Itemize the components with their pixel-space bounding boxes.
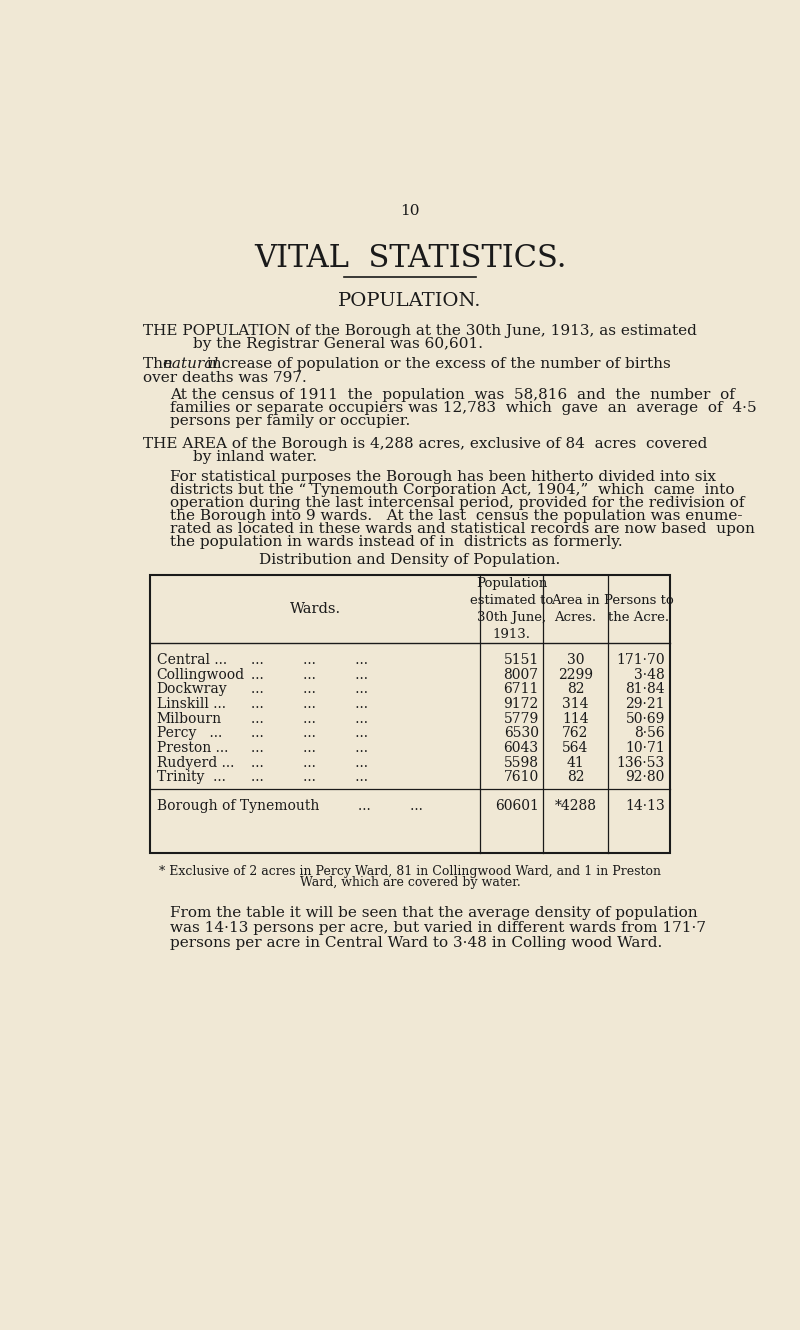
- Text: operation during the last intercensal period, provided for the redivision of: operation during the last intercensal pe…: [170, 496, 744, 511]
- Text: For statistical purposes the Borough has been hitherto divided into six: For statistical purposes the Borough has…: [170, 469, 716, 484]
- Text: 41: 41: [566, 755, 584, 770]
- Text: Dockwray: Dockwray: [157, 682, 227, 697]
- Text: 60601: 60601: [494, 799, 538, 813]
- Text: 10·71: 10·71: [626, 741, 665, 755]
- Text: From the table it will be seen that the average density of population: From the table it will be seen that the …: [170, 907, 698, 920]
- Text: Linskill ...: Linskill ...: [157, 697, 226, 712]
- Text: The: The: [142, 358, 177, 371]
- Text: At the census of 1911  the  population  was  58,816  and  the  number  of: At the census of 1911 the population was…: [170, 388, 734, 402]
- Text: 5779: 5779: [503, 712, 538, 726]
- Text: 6043: 6043: [503, 741, 538, 755]
- Text: ...         ...         ...: ... ... ...: [251, 682, 368, 697]
- Text: 30: 30: [566, 653, 584, 668]
- Text: persons per acre in Central Ward to 3·48 in Colling wood Ward.: persons per acre in Central Ward to 3·48…: [170, 936, 662, 950]
- Text: Ward, which are covered by water.: Ward, which are covered by water.: [300, 875, 520, 888]
- Text: 7610: 7610: [503, 770, 538, 785]
- Text: Area in
Acres.: Area in Acres.: [551, 595, 600, 624]
- Text: Central ...: Central ...: [157, 653, 226, 668]
- Text: 5598: 5598: [504, 755, 538, 770]
- Text: Borough of Tynemouth: Borough of Tynemouth: [157, 799, 319, 813]
- Text: Distribution and Density of Population.: Distribution and Density of Population.: [259, 553, 561, 567]
- Text: POPULATION.: POPULATION.: [338, 293, 482, 310]
- Text: 10: 10: [400, 205, 420, 218]
- Text: 3·48: 3·48: [634, 668, 665, 682]
- Text: 6711: 6711: [503, 682, 538, 697]
- Text: the Borough into 9 wards.   At the last  census the population was enume-: the Borough into 9 wards. At the last ce…: [170, 509, 742, 523]
- Text: Wards.: Wards.: [290, 602, 341, 616]
- Text: rated as located in these wards and statistical records are now based  upon: rated as located in these wards and stat…: [170, 523, 754, 536]
- Text: 29·21: 29·21: [626, 697, 665, 712]
- Text: Percy   ...: Percy ...: [157, 726, 222, 741]
- Text: families or separate occupiers was 12,783  which  gave  an  average  of  4·5: families or separate occupiers was 12,78…: [170, 402, 756, 415]
- Text: 2299: 2299: [558, 668, 593, 682]
- Text: 8007: 8007: [503, 668, 538, 682]
- Text: THE AREA of the Borough is 4,288 acres, exclusive of 84  acres  covered: THE AREA of the Borough is 4,288 acres, …: [142, 436, 707, 451]
- Text: 14·13: 14·13: [626, 799, 665, 813]
- Text: persons per family or occupier.: persons per family or occupier.: [170, 415, 410, 428]
- Text: 6530: 6530: [504, 726, 538, 741]
- Text: 82: 82: [566, 770, 584, 785]
- Text: Collingwood: Collingwood: [157, 668, 245, 682]
- Text: by the Registrar General was 60,601.: by the Registrar General was 60,601.: [193, 336, 483, 351]
- Text: *4288: *4288: [554, 799, 597, 813]
- Text: Population
estimated to
30th June,
1913.: Population estimated to 30th June, 1913.: [470, 577, 553, 641]
- Text: increase of population or the excess of the number of births: increase of population or the excess of …: [202, 358, 670, 371]
- Text: 92·80: 92·80: [626, 770, 665, 785]
- Text: ...         ...         ...: ... ... ...: [251, 712, 368, 726]
- Text: ...         ...         ...: ... ... ...: [251, 770, 368, 785]
- Text: ...         ...         ...: ... ... ...: [251, 726, 368, 741]
- Text: Trinity  ...: Trinity ...: [157, 770, 226, 785]
- Text: 114: 114: [562, 712, 589, 726]
- Text: 314: 314: [562, 697, 589, 712]
- Text: 564: 564: [562, 741, 589, 755]
- Text: by inland water.: by inland water.: [193, 450, 317, 464]
- Text: 50·69: 50·69: [626, 712, 665, 726]
- Text: Preston ...: Preston ...: [157, 741, 228, 755]
- Text: 81·84: 81·84: [626, 682, 665, 697]
- Text: 82: 82: [566, 682, 584, 697]
- Text: 136·53: 136·53: [617, 755, 665, 770]
- Text: 5151: 5151: [503, 653, 538, 668]
- Text: * Exclusive of 2 acres in Percy Ward, 81 in Collingwood Ward, and 1 in Preston: * Exclusive of 2 acres in Percy Ward, 81…: [159, 864, 661, 878]
- Text: ...         ...         ...: ... ... ...: [251, 653, 368, 668]
- Text: Rudyerd ...: Rudyerd ...: [157, 755, 234, 770]
- Text: 9172: 9172: [503, 697, 538, 712]
- Text: ...         ...         ...: ... ... ...: [251, 755, 368, 770]
- Text: over deaths was 797.: over deaths was 797.: [142, 371, 306, 384]
- Text: the population in wards instead of in  districts as formerly.: the population in wards instead of in di…: [170, 536, 622, 549]
- Text: Milbourn: Milbourn: [157, 712, 222, 726]
- Text: VITAL  STATISTICS.: VITAL STATISTICS.: [254, 243, 566, 274]
- Text: THE POPULATION of the Borough at the 30th June, 1913, as estimated: THE POPULATION of the Borough at the 30t…: [142, 323, 697, 338]
- Text: ...         ...         ...: ... ... ...: [251, 741, 368, 755]
- Text: ...         ...         ...: ... ... ...: [251, 697, 368, 712]
- Bar: [150, 576, 670, 853]
- Text: natural: natural: [162, 358, 219, 371]
- Text: ...         ...         ...: ... ... ...: [251, 668, 368, 682]
- Text: 8·56: 8·56: [634, 726, 665, 741]
- Text: 762: 762: [562, 726, 589, 741]
- Text: Persons to
the Acre.: Persons to the Acre.: [604, 595, 674, 624]
- Text: districts but the “ Tynemouth Corporation Act, 1904,”  which  came  into: districts but the “ Tynemouth Corporatio…: [170, 483, 734, 497]
- Text: ...         ...: ... ...: [358, 799, 423, 813]
- Text: was 14·13 persons per acre, but varied in different wards from 171·7: was 14·13 persons per acre, but varied i…: [170, 922, 706, 935]
- Text: 171·70: 171·70: [616, 653, 665, 668]
